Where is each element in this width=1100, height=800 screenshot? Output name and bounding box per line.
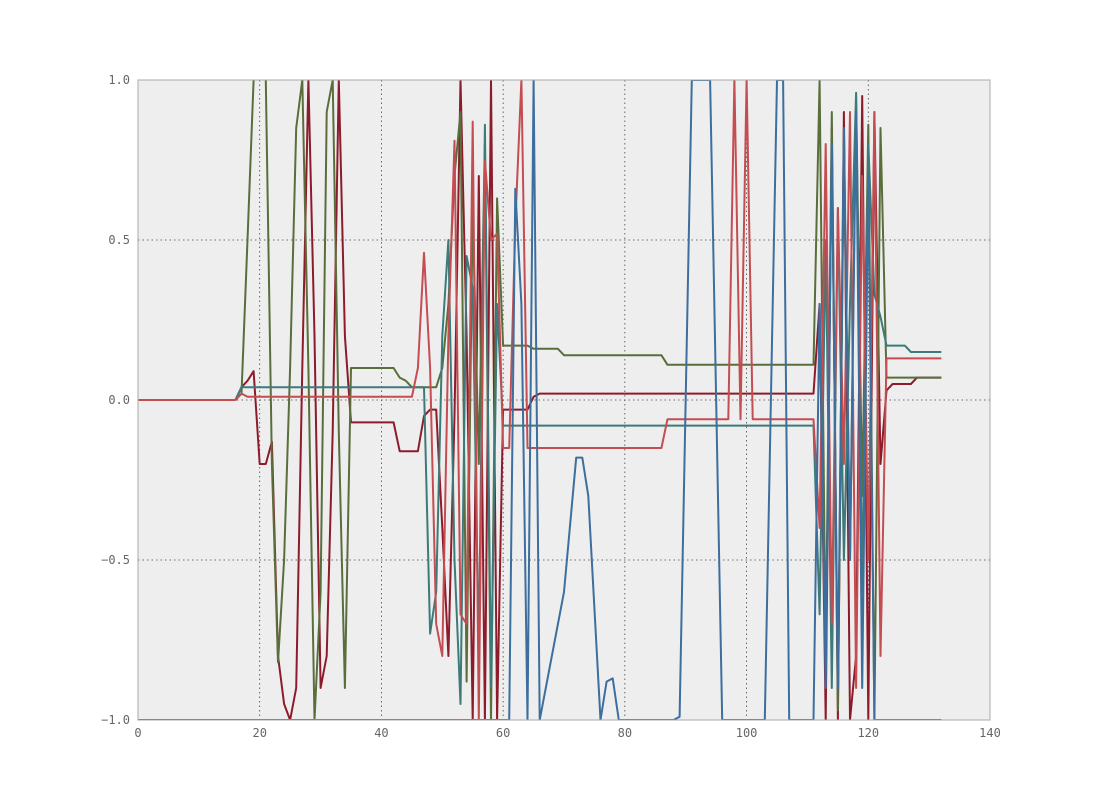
y-tick-label: −1.0 <box>101 713 130 727</box>
series-line-1 <box>138 80 942 720</box>
y-tick-label: 0.5 <box>108 233 130 247</box>
y-tick-label: 0.0 <box>108 393 130 407</box>
x-tick-label: 100 <box>736 726 758 740</box>
x-axis-ticks: 0 20 40 60 80 100 120 140 <box>134 726 1000 740</box>
grid-lines <box>138 80 990 720</box>
y-axis-ticks: −1.0 −0.5 0.0 0.5 1.0 <box>101 73 130 727</box>
x-tick-label: 20 <box>252 726 266 740</box>
series-line-4 <box>138 80 942 720</box>
x-tick-label: 0 <box>134 726 141 740</box>
x-tick-label: 40 <box>374 726 388 740</box>
x-tick-label: 120 <box>857 726 879 740</box>
series-line-5 <box>138 80 942 720</box>
y-tick-label: −0.5 <box>101 553 130 567</box>
series-lines <box>138 80 942 720</box>
x-tick-label: 60 <box>496 726 510 740</box>
x-tick-label: 140 <box>979 726 1001 740</box>
x-tick-label: 80 <box>618 726 632 740</box>
plot-frame <box>137 79 991 721</box>
y-tick-label: 1.0 <box>108 73 130 87</box>
